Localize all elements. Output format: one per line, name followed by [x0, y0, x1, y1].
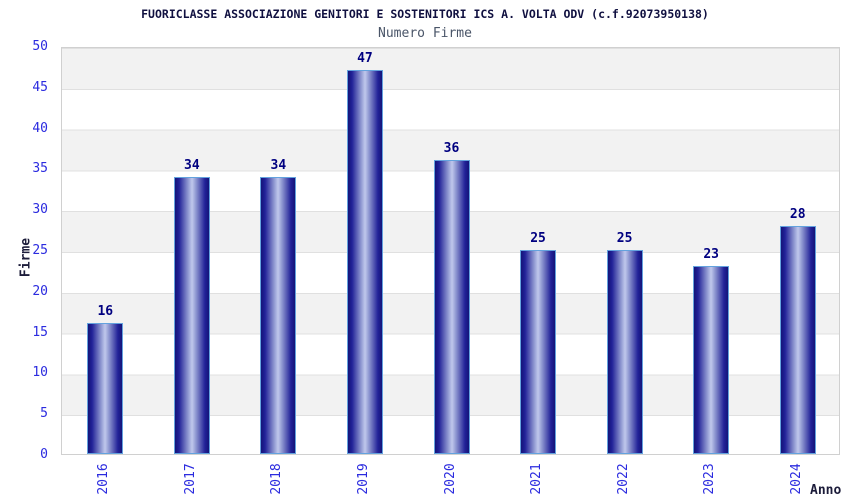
x-tick-label: 2022 [615, 463, 631, 495]
bar-2022 [606, 250, 643, 454]
bar-value-label: 34 [270, 157, 287, 173]
bar-value-label: 47 [357, 51, 373, 67]
y-tick-label: 0 [40, 447, 48, 462]
bar-value-label: 34 [184, 157, 200, 173]
y-tick-label: 25 [32, 243, 48, 258]
bar-value-label: 25 [616, 231, 633, 246]
y-tick-label: 45 [32, 79, 48, 95]
x-tick-label: 2017 [182, 463, 198, 495]
bar-2018 [260, 176, 297, 454]
bar-2024 [779, 225, 816, 454]
bar-2021 [520, 250, 557, 454]
chart-title: FUORICLASSE ASSOCIAZIONE GENITORI E SOST… [141, 7, 709, 21]
plot-area: 16 34 34 47 36 25 25 23 28 [61, 47, 840, 455]
y-axis-ticks: 0 5 10 15 20 25 30 35 40 45 50 [0, 39, 54, 462]
bar-2016 [87, 323, 124, 454]
x-axis-ticks: 2016 2017 2018 2019 2020 2021 2022 2023 2024 [61, 456, 840, 500]
x-tick-label: 2016 [96, 463, 112, 495]
y-tick-label: 10 [32, 365, 48, 381]
chart-subtitle: Numero Firme [378, 26, 472, 41]
x-tick-label: 2020 [442, 463, 458, 495]
bar-2017 [173, 176, 210, 454]
y-tick-label: 30 [32, 202, 48, 218]
y-tick-label: 40 [32, 120, 48, 136]
y-tick-label: 35 [32, 161, 48, 177]
bar-value-label: 16 [97, 304, 114, 320]
x-axis-title: Anno [810, 483, 842, 498]
bar-2023 [693, 266, 730, 454]
bar-2019 [346, 70, 383, 454]
y-tick-label: 20 [32, 283, 48, 299]
x-tick-label: 2021 [529, 463, 545, 495]
bar-value-label: 28 [789, 206, 806, 222]
x-tick-label: 2019 [355, 463, 371, 495]
bar-value-label: 23 [703, 247, 719, 263]
bar-value-label: 25 [530, 231, 546, 246]
y-tick-label: 15 [32, 324, 48, 340]
x-tick-label: 2023 [702, 463, 718, 495]
bar-value-label: 36 [443, 141, 460, 157]
bar-2020 [433, 160, 470, 454]
x-tick-label: 2018 [269, 463, 285, 495]
y-tick-label: 5 [40, 406, 48, 422]
x-tick-label: 2024 [788, 463, 804, 495]
y-tick-label: 50 [32, 39, 48, 54]
